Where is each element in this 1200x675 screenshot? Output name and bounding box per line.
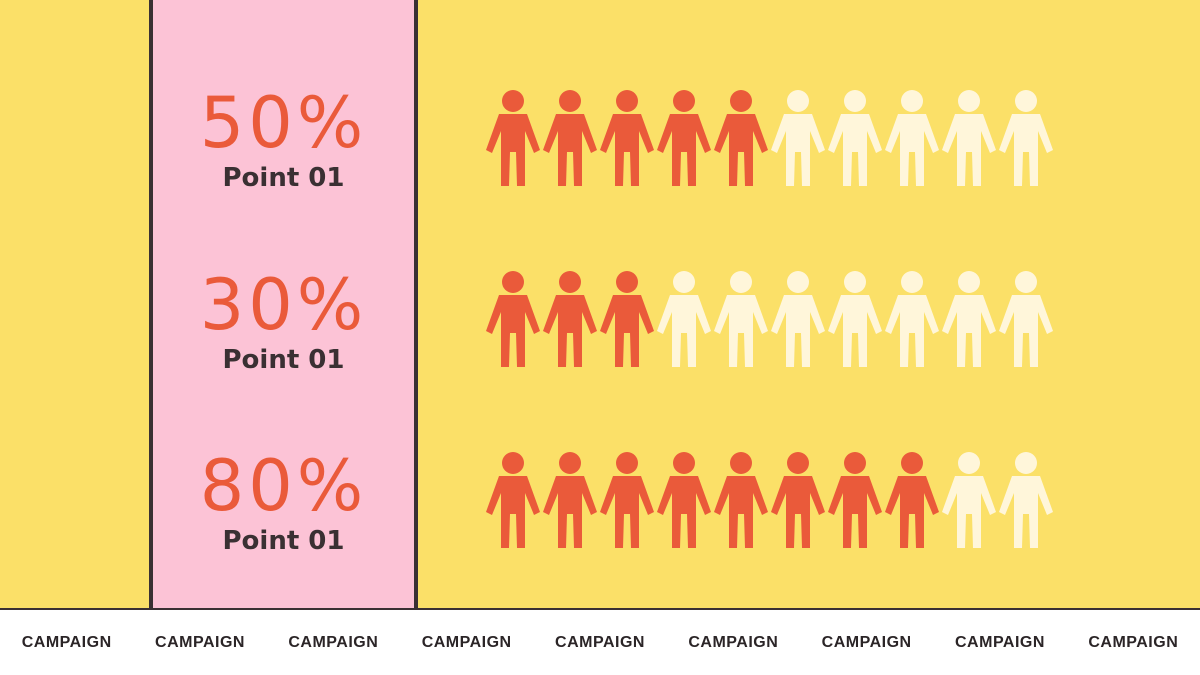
person-icon-empty: [942, 90, 996, 186]
person-icon-empty: [828, 90, 882, 186]
campaign-ticker: CAMPAIGN CAMPAIGN CAMPAIGN CAMPAIGN CAMP…: [0, 608, 1200, 675]
ticker-item: CAMPAIGN: [1088, 633, 1179, 651]
person-icon-filled: [657, 452, 711, 548]
person-icon-filled: [543, 271, 597, 367]
stat-1: 50% Point 01: [153, 88, 414, 192]
person-icon-filled: [657, 90, 711, 186]
person-icon-empty: [885, 90, 939, 186]
pictogram-chart: [486, 90, 1053, 548]
person-icon-filled: [714, 90, 768, 186]
person-icon-filled: [885, 452, 939, 548]
person-icon-filled: [486, 452, 540, 548]
ticker-item: CAMPAIGN: [688, 633, 779, 651]
person-icon-empty: [999, 90, 1053, 186]
person-icon-filled: [714, 452, 768, 548]
person-icon-empty: [771, 90, 825, 186]
stat-value: 50%: [199, 82, 368, 164]
stat-value: 30%: [199, 264, 368, 346]
ticker-item: CAMPAIGN: [821, 633, 912, 651]
person-icon-empty: [999, 271, 1053, 367]
stat-value: 80%: [199, 445, 368, 527]
ticker-item: CAMPAIGN: [955, 633, 1045, 651]
person-icon-empty: [771, 271, 825, 367]
stat-label: Point 01: [222, 163, 345, 193]
person-icon-empty: [999, 452, 1053, 548]
person-icon-empty: [885, 271, 939, 367]
person-icon-filled: [543, 452, 597, 548]
person-icon-filled: [828, 452, 882, 548]
stat-label: Point 01: [222, 526, 345, 556]
ticker-item: CAMPAIGN: [288, 633, 379, 651]
person-icon-empty: [942, 452, 996, 548]
person-icon-filled: [486, 271, 540, 367]
ticker-item: CAMPAIGN: [155, 633, 245, 651]
pictogram-row-3: [486, 452, 1053, 548]
person-icon-filled: [600, 90, 654, 186]
stat-2: 30% Point 01: [153, 270, 414, 374]
ticker-item: CAMPAIGN: [21, 633, 112, 651]
person-icon-empty: [828, 271, 882, 367]
ticker-item: CAMPAIGN: [555, 633, 645, 651]
person-icon-filled: [486, 90, 540, 186]
person-icon-filled: [600, 271, 654, 367]
person-icon-filled: [771, 452, 825, 548]
person-icon-empty: [657, 271, 711, 367]
stat-3: 80% Point 01: [153, 451, 414, 555]
person-icon-empty: [942, 271, 996, 367]
stats-column: 50% Point 01 30% Point 01 80% Point 01: [149, 0, 418, 608]
pictogram-row-2: [486, 271, 1053, 367]
person-icon-empty: [714, 271, 768, 367]
pictogram-row-1: [486, 90, 1053, 186]
person-icon-filled: [600, 452, 654, 548]
stat-label: Point 01: [222, 345, 345, 375]
ticker-item: CAMPAIGN: [421, 633, 512, 651]
person-icon-filled: [543, 90, 597, 186]
